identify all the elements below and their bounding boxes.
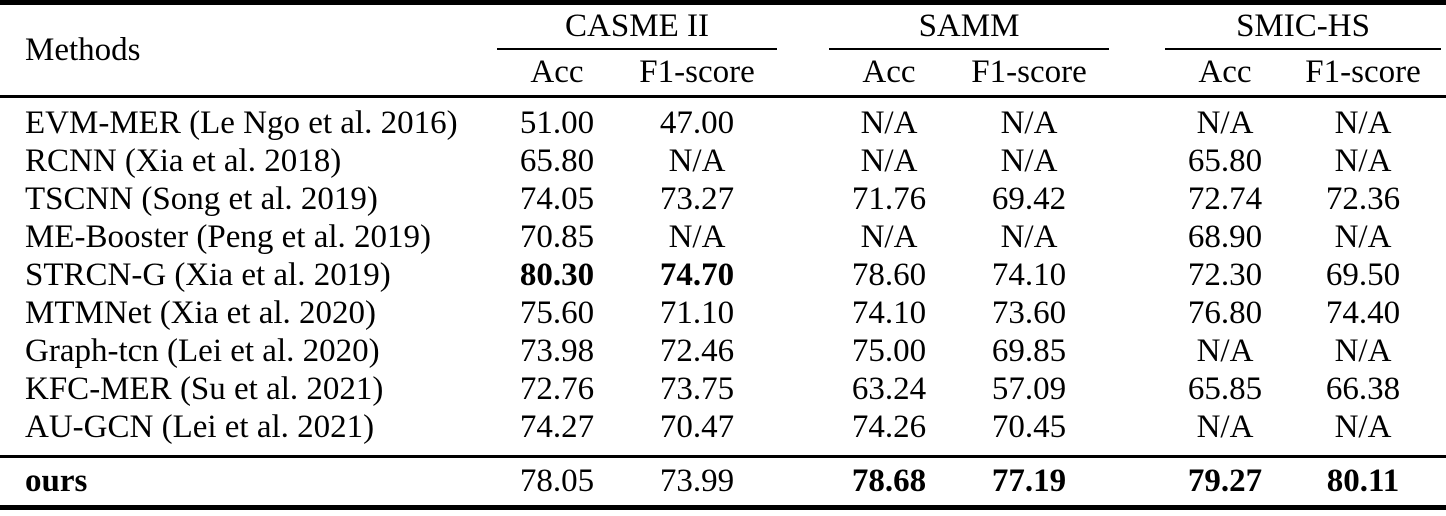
method-cell: STRCN-G (Xia et al. 2019)	[25, 256, 391, 293]
value-cell: 78.60	[851, 256, 927, 293]
header-body-divider-rule	[0, 95, 1446, 98]
value-cell: 70.85	[519, 218, 595, 255]
value-cell: 51.00	[519, 104, 595, 141]
value-cell: 47.00	[659, 104, 735, 141]
value-cell: 65.80	[519, 142, 595, 179]
value-cell: 74.26	[851, 408, 927, 445]
value-cell: 71.10	[659, 294, 735, 331]
table-top-rule	[0, 0, 1446, 5]
value-cell: 63.24	[851, 370, 927, 407]
value-cell: 74.10	[991, 256, 1067, 293]
table-row: RCNN (Xia et al. 2018) 65.80 N/A N/A N/A 65.8…	[0, 142, 1446, 180]
value-cell: 70.45	[991, 408, 1067, 445]
value-cell: 72.74	[1187, 180, 1263, 217]
group-header-samm: SAMM	[829, 5, 1109, 50]
method-cell: AU-GCN (Lei et al. 2021)	[25, 408, 375, 445]
value-cell: 75.60	[519, 294, 595, 331]
table-row: EVM-MER (Le Ngo et al. 2016) 51.00 47.00 N/…	[0, 104, 1446, 142]
table-row: ME-Booster (Peng et al. 2019) 70.85 N/A N/A…	[0, 218, 1446, 256]
method-cell: TSCNN (Song et al. 2019)	[25, 180, 378, 217]
value-cell: N/A	[1196, 104, 1254, 141]
method-cell: ME-Booster (Peng et al. 2019)	[25, 218, 432, 255]
value-cell: 78.05	[519, 463, 595, 499]
col-header-smic-f1: F1-score	[1305, 54, 1421, 90]
value-cell: N/A	[1334, 104, 1392, 141]
table-row: MTMNet (Xia et al. 2020) 75.60 71.10 74.10 7…	[0, 294, 1446, 332]
group-header-smic-hs: SMIC-HS	[1165, 5, 1441, 50]
value-cell: 74.05	[519, 180, 595, 217]
value-cell: N/A	[1334, 332, 1392, 369]
value-cell: 74.70	[659, 256, 735, 293]
value-cell: 70.47	[659, 408, 735, 445]
col-header-samm-f1: F1-score	[971, 54, 1087, 90]
value-cell: 72.76	[519, 370, 595, 407]
value-cell: N/A	[1334, 218, 1392, 255]
value-cell: 79.27	[1187, 463, 1263, 499]
value-cell: N/A	[1000, 218, 1058, 255]
value-cell: 65.85	[1187, 370, 1263, 407]
value-cell: N/A	[860, 104, 918, 141]
value-cell: 73.98	[519, 332, 595, 369]
method-cell: ours	[25, 463, 88, 499]
table-body: EVM-MER (Le Ngo et al. 2016) 51.00 47.00 N/…	[0, 98, 1446, 455]
value-cell: 80.30	[519, 256, 595, 293]
value-cell: 80.11	[1326, 463, 1400, 499]
value-cell: N/A	[860, 218, 918, 255]
value-cell: N/A	[1334, 408, 1392, 445]
value-cell: 69.50	[1325, 256, 1401, 293]
col-header-casme-f1: F1-score	[639, 54, 755, 90]
method-cell: RCNN (Xia et al. 2018)	[25, 142, 342, 179]
method-cell: EVM-MER (Le Ngo et al. 2016)	[25, 104, 458, 141]
methods-column-header: Methods	[25, 31, 141, 68]
col-header-casme-acc: Acc	[530, 54, 584, 90]
body-ours-divider-rule	[0, 455, 1446, 458]
method-cell: KFC-MER (Su et al. 2021)	[25, 370, 384, 407]
value-cell: 66.38	[1325, 370, 1401, 407]
value-cell: 72.30	[1187, 256, 1263, 293]
value-cell: N/A	[860, 142, 918, 179]
value-cell: 73.75	[659, 370, 735, 407]
value-cell: 72.46	[659, 332, 735, 369]
value-cell: 65.80	[1187, 142, 1263, 179]
value-cell: 78.68	[851, 463, 927, 499]
method-cell: Graph-tcn (Lei et al. 2020)	[25, 332, 380, 369]
value-cell: 76.80	[1187, 294, 1263, 331]
value-cell: 69.42	[991, 180, 1067, 217]
value-cell: 74.40	[1325, 294, 1401, 331]
group-header-casme-ii: CASME II	[497, 5, 777, 50]
value-cell: 77.19	[991, 463, 1067, 499]
method-cell: MTMNet (Xia et al. 2020)	[25, 294, 376, 331]
table-row: Graph-tcn (Lei et al. 2020) 73.98 72.46 75.…	[0, 332, 1446, 370]
value-cell: 73.99	[659, 463, 735, 499]
value-cell: 74.27	[519, 408, 595, 445]
table-row: TSCNN (Song et al. 2019) 74.05 73.27 71.76 6…	[0, 180, 1446, 218]
value-cell: N/A	[1196, 332, 1254, 369]
table-row: KFC-MER (Su et al. 2021) 72.76 73.75 63.24 5…	[0, 370, 1446, 408]
ours-row: ours 78.05 73.99 78.68 77.19 79.27 80.11	[0, 458, 1446, 505]
value-cell: N/A	[1334, 142, 1392, 179]
value-cell: N/A	[1000, 142, 1058, 179]
value-cell: 68.90	[1187, 218, 1263, 255]
table-header: Methods CASME II SAMM SMIC-HS Acc F1-sco…	[0, 5, 1446, 95]
table-bottom-rule	[0, 505, 1446, 510]
value-cell: 57.09	[991, 370, 1067, 407]
value-cell: 69.85	[991, 332, 1067, 369]
value-cell: N/A	[1196, 408, 1254, 445]
table-row: STRCN-G (Xia et al. 2019) 80.30 74.70 78.60…	[0, 256, 1446, 294]
value-cell: 72.36	[1325, 180, 1401, 217]
col-header-smic-acc: Acc	[1198, 54, 1252, 90]
value-cell: N/A	[668, 218, 726, 255]
ours-section: ours 78.05 73.99 78.68 77.19 79.27 80.11	[0, 458, 1446, 505]
table-row: AU-GCN (Lei et al. 2021) 74.27 70.47 74.26 7…	[0, 408, 1446, 446]
value-cell: 73.60	[991, 294, 1067, 331]
value-cell: 74.10	[851, 294, 927, 331]
value-cell: 71.76	[851, 180, 927, 217]
value-cell: N/A	[668, 142, 726, 179]
col-header-samm-acc: Acc	[862, 54, 916, 90]
value-cell: N/A	[1000, 104, 1058, 141]
value-cell: 75.00	[851, 332, 927, 369]
value-cell: 73.27	[659, 180, 735, 217]
